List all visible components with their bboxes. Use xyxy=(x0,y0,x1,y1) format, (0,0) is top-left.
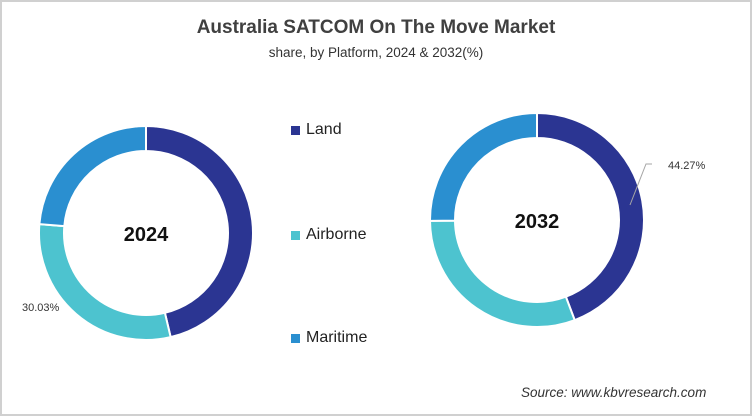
legend-swatch-airborne-icon xyxy=(291,230,300,240)
airborne-2024-value-label: 30.03% xyxy=(22,302,60,314)
legend-swatch-maritime-icon xyxy=(291,333,300,343)
donut-2032 xyxy=(428,111,645,328)
legend-swatch-land-icon xyxy=(291,125,300,135)
land-2032-value-label: 44.27% xyxy=(668,160,706,172)
legend-label: Land xyxy=(306,121,342,138)
source-note: Source: www.kbvresearch.com xyxy=(521,385,707,400)
donut-2024 xyxy=(38,124,255,341)
legend-label: Airborne xyxy=(306,226,367,243)
legend-item-land: Land xyxy=(291,121,342,139)
donut-segment-land xyxy=(145,124,255,339)
donut-2032-center-label: 2032 xyxy=(515,211,560,233)
chart-subtitle: share, by Platform, 2024 & 2032(%) xyxy=(268,45,484,60)
legend-item-airborne: Airborne xyxy=(291,226,366,244)
donut-2024-center-label: 2024 xyxy=(124,224,169,246)
legend-label: Maritime xyxy=(306,329,368,346)
chart-title: Australia SATCOM On The Move Market xyxy=(196,17,556,38)
legend-item-maritime: Maritime xyxy=(291,329,367,347)
leader-line xyxy=(629,163,652,206)
donut-segment-airborne xyxy=(428,219,576,328)
donut-segment-maritime xyxy=(38,124,147,228)
donut-segment-maritime xyxy=(429,111,538,222)
